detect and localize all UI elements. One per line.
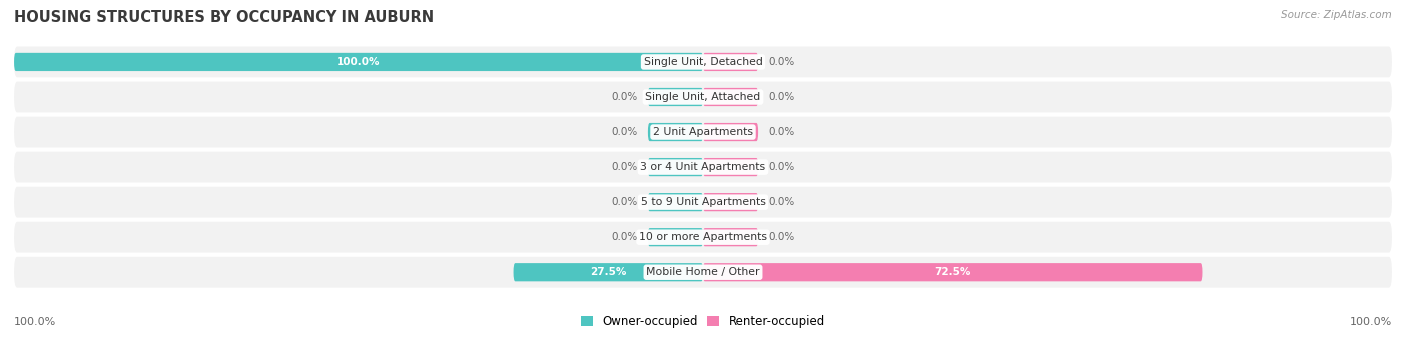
FancyBboxPatch shape bbox=[14, 46, 1392, 77]
FancyBboxPatch shape bbox=[703, 53, 758, 71]
FancyBboxPatch shape bbox=[14, 81, 1392, 113]
Text: Single Unit, Attached: Single Unit, Attached bbox=[645, 92, 761, 102]
Text: 72.5%: 72.5% bbox=[935, 267, 972, 277]
FancyBboxPatch shape bbox=[648, 88, 703, 106]
Text: 0.0%: 0.0% bbox=[612, 232, 637, 242]
FancyBboxPatch shape bbox=[703, 158, 758, 176]
Text: 27.5%: 27.5% bbox=[591, 267, 627, 277]
FancyBboxPatch shape bbox=[648, 193, 703, 211]
FancyBboxPatch shape bbox=[513, 263, 703, 281]
Text: Single Unit, Detached: Single Unit, Detached bbox=[644, 57, 762, 67]
Text: 5 to 9 Unit Apartments: 5 to 9 Unit Apartments bbox=[641, 197, 765, 207]
FancyBboxPatch shape bbox=[703, 88, 758, 106]
Text: 0.0%: 0.0% bbox=[769, 57, 794, 67]
FancyBboxPatch shape bbox=[703, 193, 758, 211]
Text: 10 or more Apartments: 10 or more Apartments bbox=[638, 232, 768, 242]
Text: 0.0%: 0.0% bbox=[769, 232, 794, 242]
Text: Source: ZipAtlas.com: Source: ZipAtlas.com bbox=[1281, 10, 1392, 20]
Text: 2 Unit Apartments: 2 Unit Apartments bbox=[652, 127, 754, 137]
FancyBboxPatch shape bbox=[14, 187, 1392, 218]
FancyBboxPatch shape bbox=[14, 117, 1392, 147]
FancyBboxPatch shape bbox=[14, 257, 1392, 288]
Text: 0.0%: 0.0% bbox=[612, 92, 637, 102]
Text: 0.0%: 0.0% bbox=[769, 127, 794, 137]
FancyBboxPatch shape bbox=[703, 123, 758, 141]
Text: 100.0%: 100.0% bbox=[337, 57, 380, 67]
Text: 0.0%: 0.0% bbox=[769, 162, 794, 172]
FancyBboxPatch shape bbox=[14, 152, 1392, 182]
FancyBboxPatch shape bbox=[648, 123, 703, 141]
FancyBboxPatch shape bbox=[14, 222, 1392, 253]
Legend: Owner-occupied, Renter-occupied: Owner-occupied, Renter-occupied bbox=[576, 310, 830, 333]
FancyBboxPatch shape bbox=[648, 158, 703, 176]
Text: 100.0%: 100.0% bbox=[14, 317, 56, 327]
Text: Mobile Home / Other: Mobile Home / Other bbox=[647, 267, 759, 277]
Text: 3 or 4 Unit Apartments: 3 or 4 Unit Apartments bbox=[641, 162, 765, 172]
Text: 0.0%: 0.0% bbox=[612, 197, 637, 207]
FancyBboxPatch shape bbox=[14, 53, 703, 71]
Text: HOUSING STRUCTURES BY OCCUPANCY IN AUBURN: HOUSING STRUCTURES BY OCCUPANCY IN AUBUR… bbox=[14, 10, 434, 25]
Text: 0.0%: 0.0% bbox=[769, 92, 794, 102]
FancyBboxPatch shape bbox=[703, 228, 758, 246]
Text: 0.0%: 0.0% bbox=[612, 127, 637, 137]
FancyBboxPatch shape bbox=[648, 228, 703, 246]
Text: 0.0%: 0.0% bbox=[612, 162, 637, 172]
FancyBboxPatch shape bbox=[703, 263, 1202, 281]
Text: 0.0%: 0.0% bbox=[769, 197, 794, 207]
Text: 100.0%: 100.0% bbox=[1350, 317, 1392, 327]
